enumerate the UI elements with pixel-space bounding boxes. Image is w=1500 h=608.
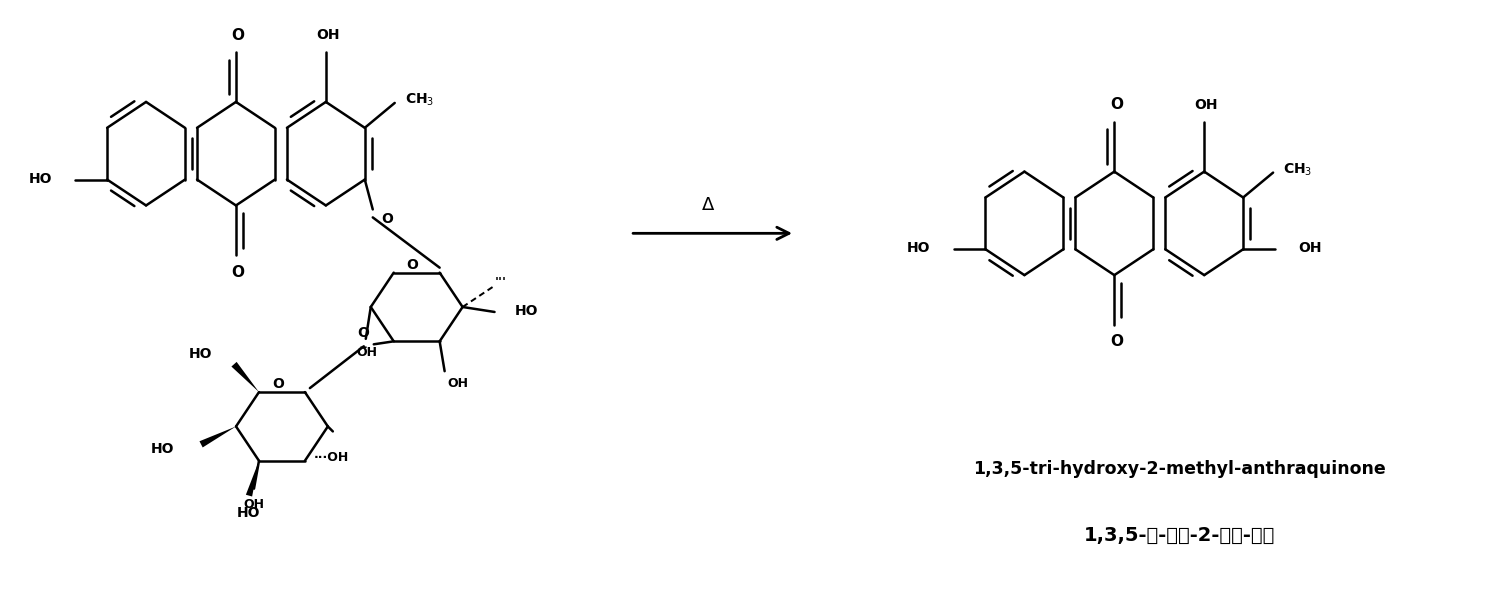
Text: Δ: Δ bbox=[702, 196, 714, 215]
Text: OH: OH bbox=[243, 498, 264, 511]
Text: ···OH: ···OH bbox=[314, 451, 350, 465]
Polygon shape bbox=[231, 362, 260, 392]
Text: OH: OH bbox=[316, 28, 339, 42]
Text: CH$_3$: CH$_3$ bbox=[1284, 161, 1312, 178]
Text: 1,3,5-三-羟基-2-甲基-蒜醒: 1,3,5-三-羟基-2-甲基-蒜醒 bbox=[1083, 525, 1275, 544]
Text: O: O bbox=[381, 212, 393, 226]
Text: O: O bbox=[357, 326, 369, 340]
Text: O̅H: O̅H bbox=[357, 347, 378, 359]
Text: HO: HO bbox=[189, 347, 211, 361]
Text: ''': ''' bbox=[495, 275, 507, 289]
Text: O: O bbox=[231, 264, 244, 280]
Text: CH$_3$: CH$_3$ bbox=[405, 92, 435, 108]
Text: O: O bbox=[1110, 334, 1124, 350]
Text: OH: OH bbox=[1194, 98, 1218, 112]
Polygon shape bbox=[246, 461, 259, 497]
Text: HO: HO bbox=[514, 304, 538, 318]
Text: HO: HO bbox=[908, 241, 930, 255]
Text: O: O bbox=[406, 258, 417, 272]
Text: 1,3,5-tri-hydroxy-2-methyl-anthraquinone: 1,3,5-tri-hydroxy-2-methyl-anthraquinone bbox=[974, 460, 1386, 478]
Text: O: O bbox=[272, 377, 284, 391]
Text: HO: HO bbox=[150, 443, 174, 457]
Text: HO: HO bbox=[28, 171, 53, 185]
Text: OH: OH bbox=[1298, 241, 1322, 255]
Text: O: O bbox=[231, 28, 244, 43]
Text: HO: HO bbox=[237, 505, 261, 520]
Text: O: O bbox=[1110, 97, 1124, 112]
Polygon shape bbox=[200, 426, 236, 447]
Text: OH: OH bbox=[447, 376, 468, 390]
